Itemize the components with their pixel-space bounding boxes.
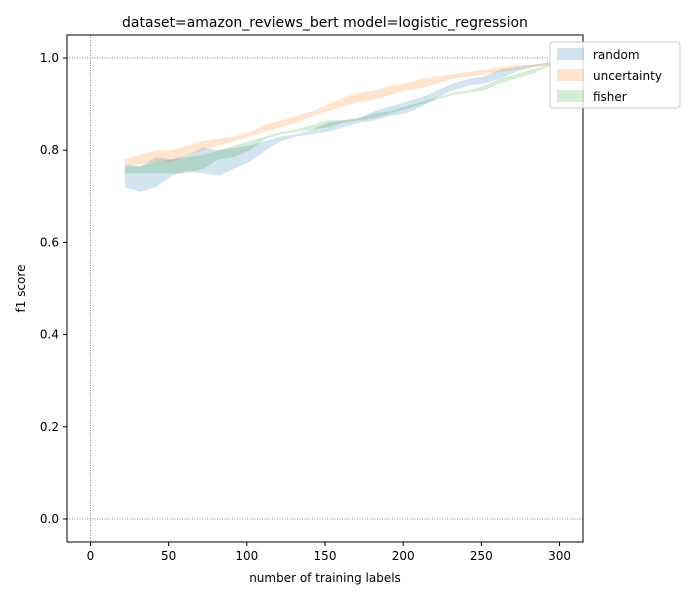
x-axis-title: number of training labels [249, 571, 401, 585]
x-axis: 0 50 100 150 200 250 300 [87, 542, 571, 563]
legend-box [549, 41, 681, 109]
band-random [124, 62, 560, 192]
legend-swatch-random [557, 48, 584, 60]
x-tick-label: 150 [314, 549, 337, 563]
legend-swatch-uncertainty [557, 69, 584, 81]
legend-swatch-fisher [557, 90, 584, 102]
y-tick-label: 0.4 [40, 328, 59, 342]
y-tick-label: 0.6 [40, 235, 59, 249]
x-tick-label: 250 [470, 549, 493, 563]
legend-label-uncertainty: uncertainty [593, 69, 662, 83]
x-tick-label: 200 [392, 549, 415, 563]
x-tick-label: 300 [548, 549, 571, 563]
y-axis: 0.0 0.2 0.4 0.6 0.8 1.0 [40, 51, 67, 526]
y-tick-label: 0.2 [40, 420, 59, 434]
band-fisher [124, 62, 560, 174]
x-tick-label: 100 [235, 549, 258, 563]
legend-label-random: random [593, 48, 640, 62]
plot-area [124, 62, 560, 192]
chart-title: dataset=amazon_reviews_bert model=logist… [122, 15, 528, 31]
band-uncertainty [124, 62, 560, 167]
legend-label-fisher: fisher [593, 90, 627, 104]
reference-lines [67, 35, 583, 542]
y-tick-label: 1.0 [40, 51, 59, 65]
y-tick-label: 0.0 [40, 512, 59, 526]
legend: random uncertainty fisher [549, 41, 681, 109]
x-tick-label: 50 [161, 549, 176, 563]
y-axis-title: f1 score [14, 265, 28, 313]
x-tick-label: 0 [87, 549, 95, 563]
y-tick-label: 0.8 [40, 143, 59, 157]
